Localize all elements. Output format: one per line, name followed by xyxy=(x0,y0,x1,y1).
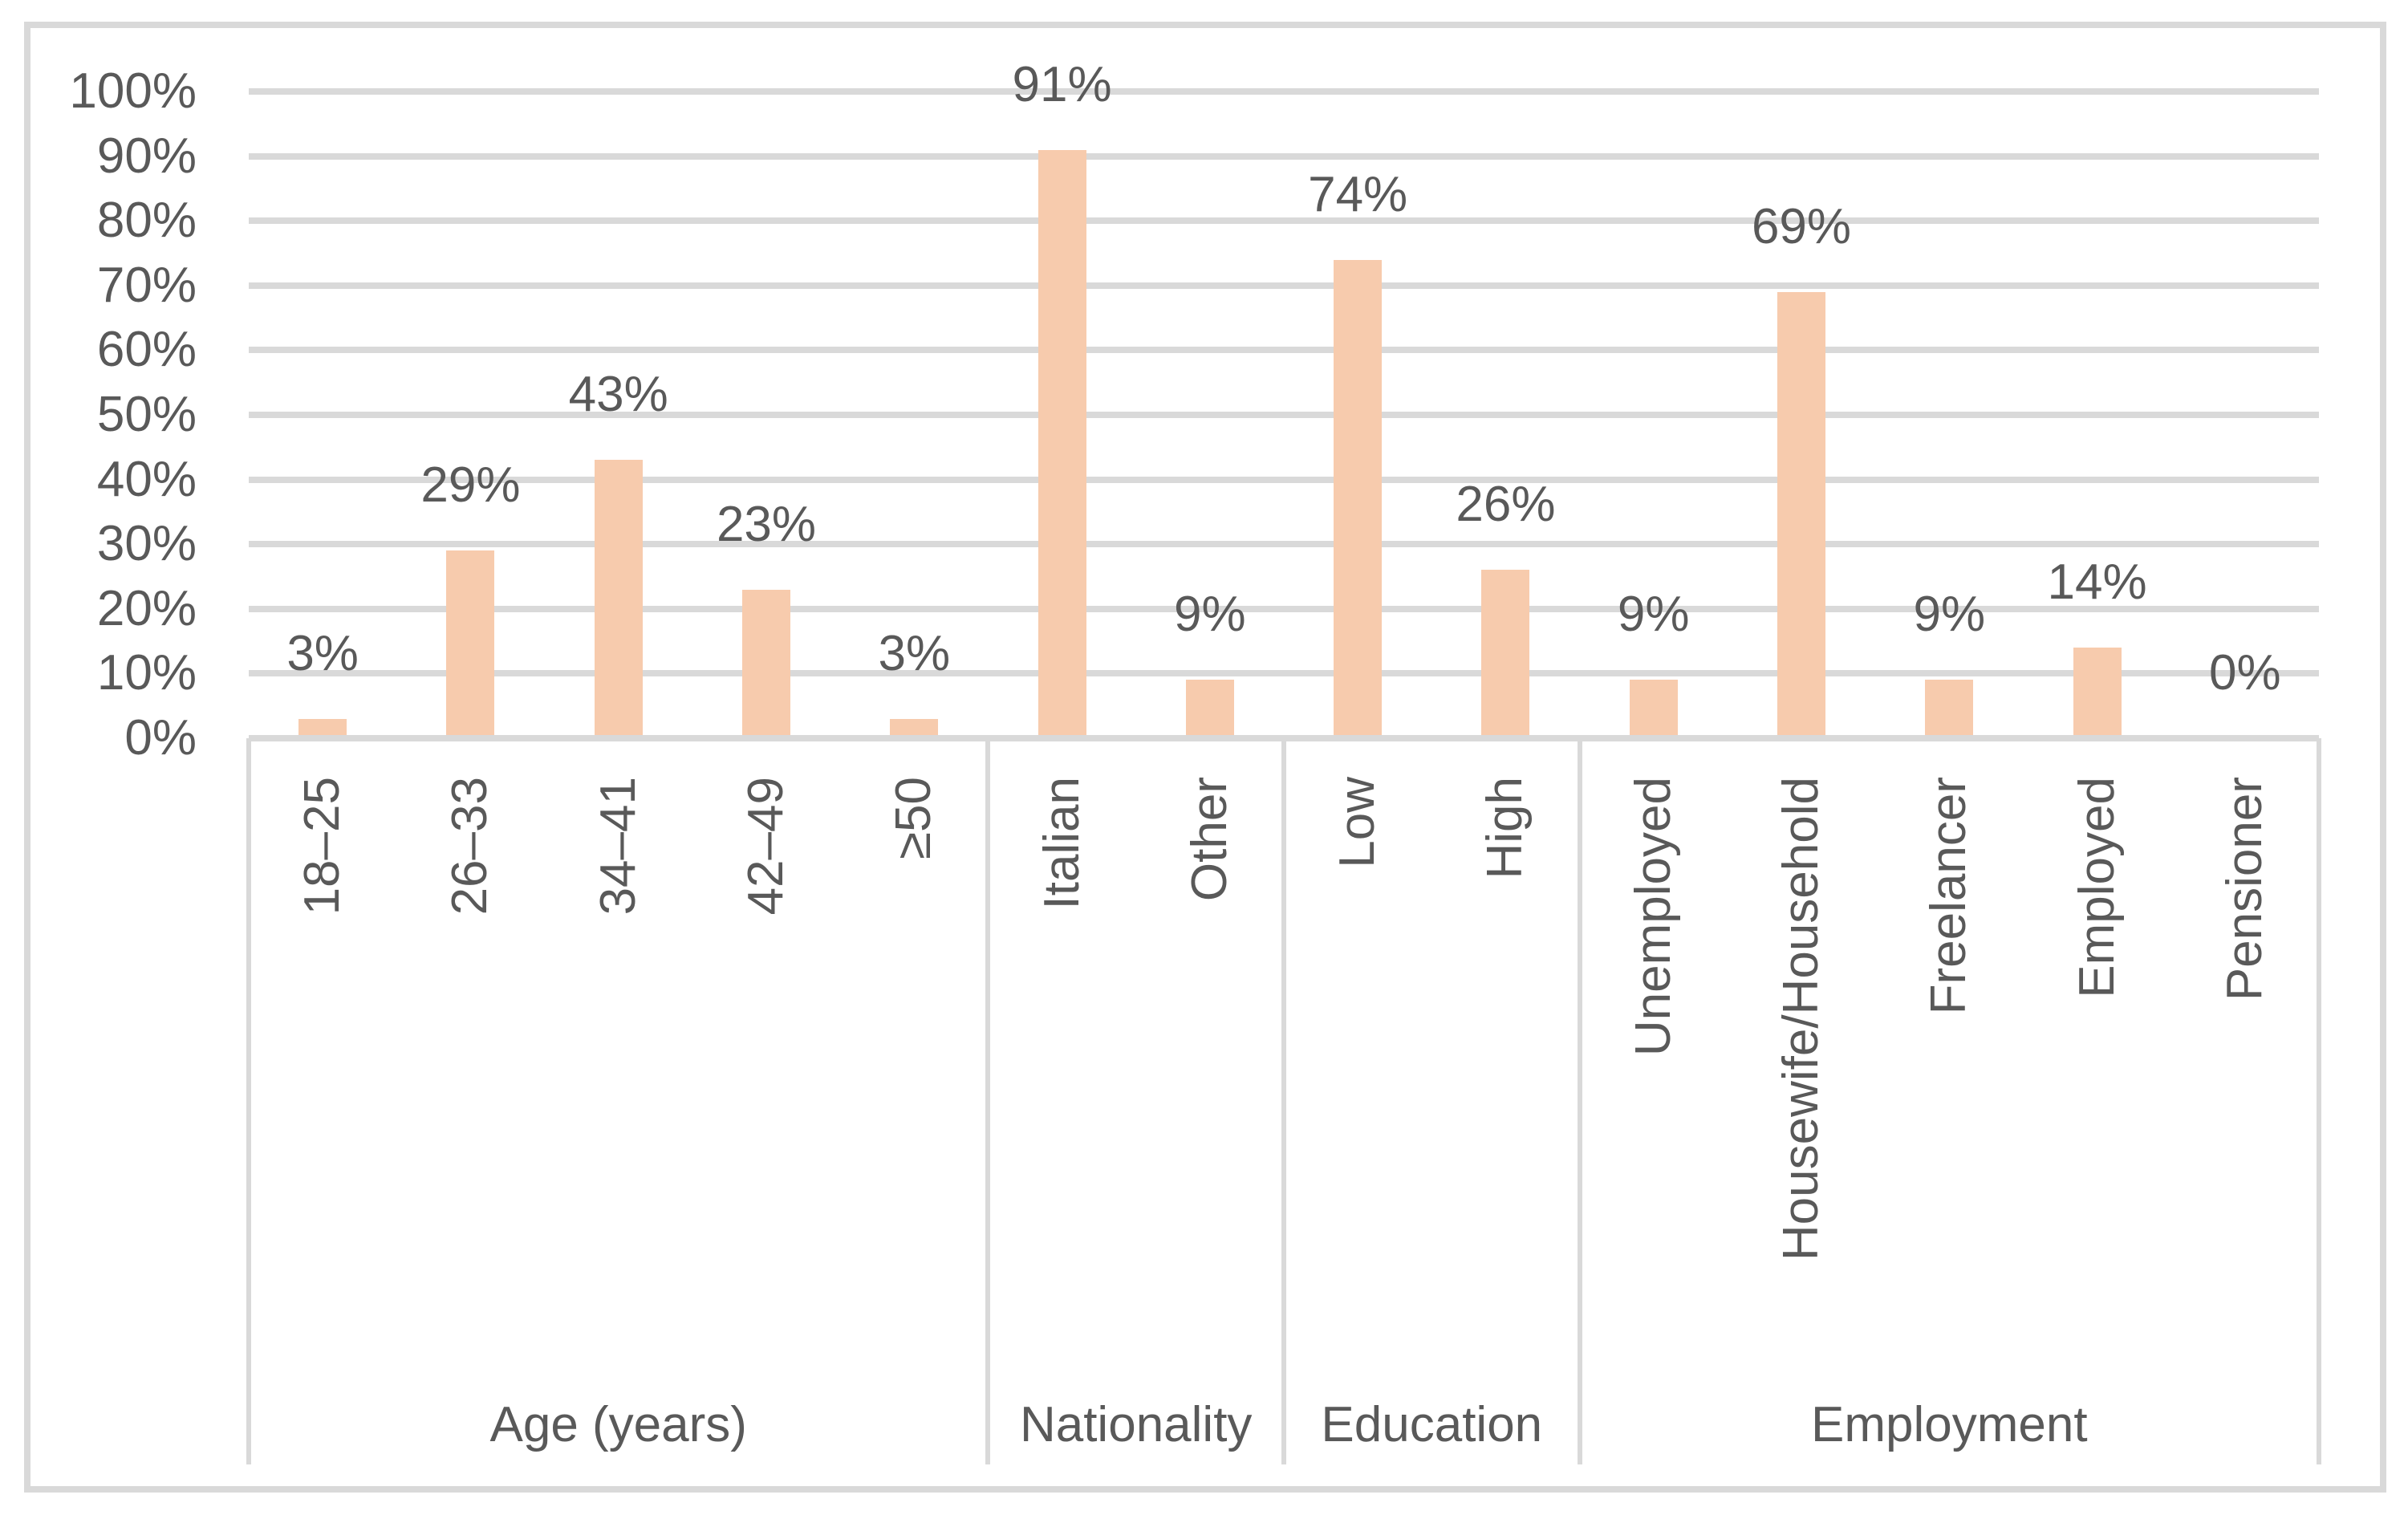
bar xyxy=(594,460,643,738)
y-axis-tick-label: 20% xyxy=(96,580,197,636)
bar xyxy=(1038,149,1086,738)
chart-outer-border xyxy=(24,22,2386,1493)
category-tick-label: High xyxy=(1477,777,1533,879)
gridline xyxy=(249,412,2319,418)
category-tick-label: 34–41 xyxy=(590,777,646,916)
bar-value-label: 9% xyxy=(1913,587,1986,643)
category-tick-label: Low xyxy=(1330,777,1386,868)
bar xyxy=(1334,259,1383,738)
bar xyxy=(446,550,495,738)
bar-value-label: 91% xyxy=(1012,56,1112,112)
bar xyxy=(1481,570,1530,738)
category-tick-label: 42–49 xyxy=(738,777,794,916)
gridline xyxy=(249,347,2319,354)
bar xyxy=(1925,680,1974,738)
group-label: Education xyxy=(1321,1397,1543,1452)
bar xyxy=(742,589,790,738)
bar xyxy=(1629,680,1678,738)
y-axis-tick-label: 90% xyxy=(96,128,197,184)
category-tick-label: Freelancer xyxy=(1921,777,1977,1015)
bar xyxy=(1777,291,1825,738)
group-divider xyxy=(1577,738,1582,1464)
gridline xyxy=(249,476,2319,483)
gridline xyxy=(249,217,2319,225)
bar-value-label: 9% xyxy=(1174,587,1246,643)
category-tick-label: Employed xyxy=(2069,777,2125,998)
bar-value-label: 23% xyxy=(716,496,817,552)
category-tick-label: Unemployed xyxy=(1625,777,1681,1057)
group-divider xyxy=(2317,738,2321,1464)
y-axis-tick-label: 10% xyxy=(96,645,197,701)
gridline xyxy=(249,152,2319,160)
group-divider xyxy=(246,738,251,1464)
category-tick-label: 26–33 xyxy=(442,777,498,916)
group-label: Age (years) xyxy=(489,1397,747,1452)
gridline xyxy=(249,282,2319,289)
category-tick-label: Housewife/Household xyxy=(1773,777,1829,1261)
bar-value-label: 74% xyxy=(1308,166,1408,222)
bar xyxy=(2073,648,2122,738)
gridline xyxy=(249,541,2319,548)
bar-value-label: 43% xyxy=(568,367,668,423)
group-divider xyxy=(985,738,991,1464)
gridline xyxy=(249,88,2319,95)
bar xyxy=(1185,680,1234,738)
bar xyxy=(890,718,939,738)
bar-value-label: 69% xyxy=(1751,198,1852,254)
y-axis-tick-label: 40% xyxy=(96,451,197,507)
bar-value-label: 3% xyxy=(286,625,359,681)
group-label: Nationality xyxy=(1019,1397,1253,1452)
bar-value-label: 9% xyxy=(1617,587,1690,643)
bar-value-label: 14% xyxy=(2047,554,2147,611)
y-axis-tick-label: 70% xyxy=(96,257,197,313)
y-axis-tick-label: 0% xyxy=(124,710,197,766)
bar-value-label: 26% xyxy=(1456,477,1556,533)
y-axis-tick-label: 100% xyxy=(69,63,197,119)
group-divider xyxy=(1281,738,1286,1464)
gridline xyxy=(249,670,2319,677)
bar-value-label: 29% xyxy=(420,457,521,514)
category-tick-label: 18–25 xyxy=(294,777,351,916)
gridline xyxy=(249,605,2319,612)
category-tick-label: Italian xyxy=(1033,777,1090,910)
y-axis-tick-label: 80% xyxy=(96,193,197,249)
category-tick-label: Pensioner xyxy=(2216,777,2272,1001)
group-label: Employment xyxy=(1810,1397,2088,1452)
y-axis-tick-label: 60% xyxy=(96,322,197,378)
bar xyxy=(298,718,347,738)
y-axis-tick-label: 50% xyxy=(96,387,197,442)
bar-value-label: 0% xyxy=(2209,645,2281,701)
category-tick-label: Other xyxy=(1181,777,1237,902)
y-axis-tick-label: 30% xyxy=(96,516,197,572)
bar-value-label: 3% xyxy=(878,625,951,681)
category-tick-label: ≥50 xyxy=(886,777,942,859)
